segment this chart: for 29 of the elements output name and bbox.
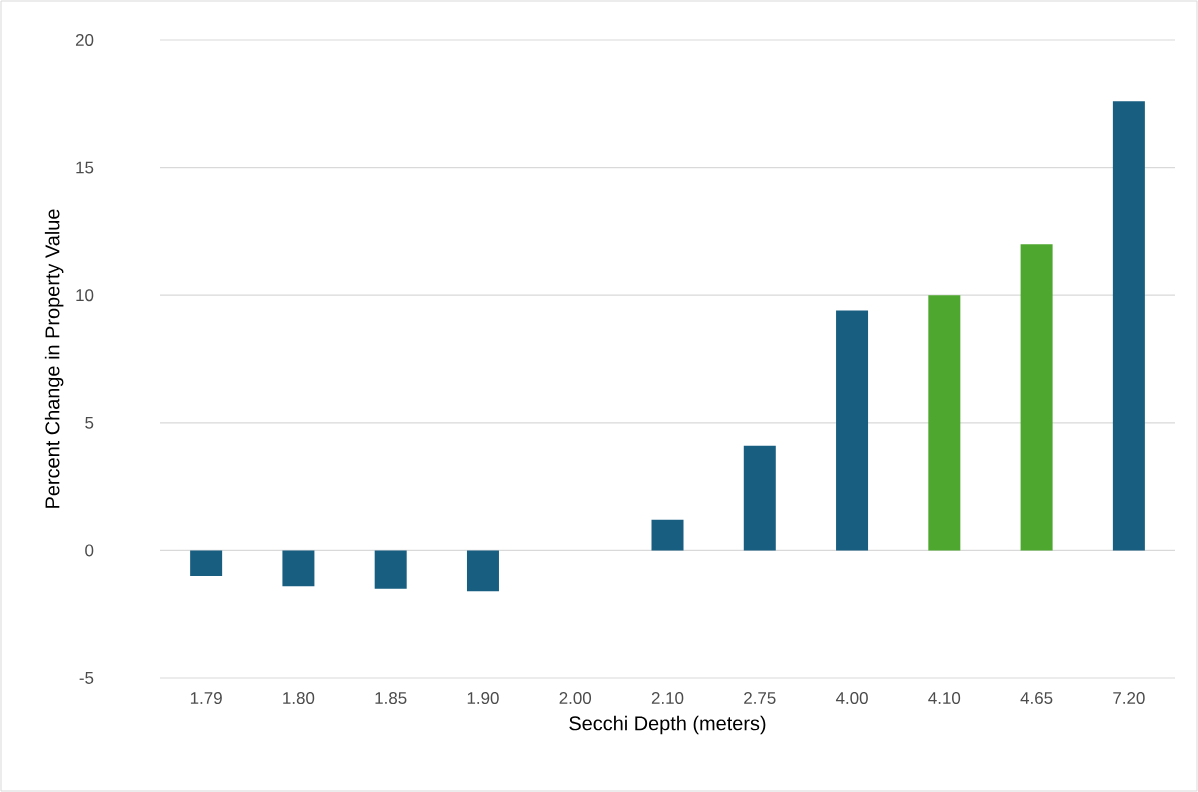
x-tick-label: 2.75	[744, 692, 776, 705]
y-tick-label: 5	[85, 416, 94, 429]
x-tick-label: 2.00	[559, 692, 592, 705]
x-tick-label: 1.90	[467, 692, 499, 705]
x-tick-label: 1.79	[190, 692, 222, 705]
x-tick-label: 4.00	[835, 692, 868, 705]
bar	[374, 550, 407, 589]
bar	[282, 550, 315, 587]
y-tick-label: 0	[85, 544, 94, 557]
x-tick-label: 1.80	[283, 692, 315, 705]
x-axis-title: Secchi Depth (meters)	[569, 715, 766, 735]
x-tick-label: 2.10	[651, 692, 684, 705]
bar	[928, 295, 961, 551]
bar	[1112, 101, 1145, 551]
x-tick-label: 4.65	[1020, 692, 1053, 705]
bar	[1020, 244, 1053, 551]
bar	[743, 445, 776, 551]
y-axis-title: Percent Change in Property Value	[44, 209, 64, 508]
x-tick-label: 4.10	[928, 692, 961, 705]
y-tick-label: 10	[76, 289, 94, 302]
bar	[836, 310, 869, 551]
bar	[190, 550, 223, 576]
bar	[651, 519, 684, 551]
y-tick-label: 15	[76, 161, 94, 174]
bar	[466, 550, 499, 592]
y-tick-label: 20	[75, 34, 94, 46]
y-tick-label: -5	[79, 672, 94, 684]
x-tick-label: 1.85	[375, 692, 407, 705]
x-tick-label: 7.20	[1113, 692, 1145, 705]
